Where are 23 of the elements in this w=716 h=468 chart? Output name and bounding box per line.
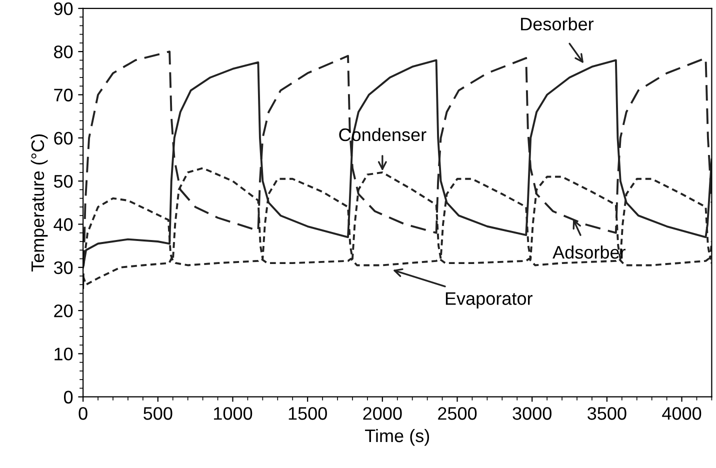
- x-tick-label: 3000: [512, 407, 552, 420]
- y-tick-label: 60: [54, 132, 73, 145]
- y-tick-label: 0: [64, 390, 73, 404]
- y-tick-label: 40: [54, 218, 73, 231]
- x-tick-label: 4000: [662, 407, 702, 420]
- y-tick-label: 20: [54, 304, 73, 318]
- annotation: Desorber: [521, 17, 594, 30]
- x-tick-label: 3500: [588, 407, 626, 420]
- annotation: Evaporator: [446, 292, 532, 309]
- y-tick-label: 90: [54, 2, 73, 16]
- x-tick-label: 1000: [214, 407, 252, 420]
- x-tick-label: 500: [144, 407, 172, 420]
- y-tick-label: 70: [54, 88, 73, 102]
- x-tick-label: 0: [78, 407, 88, 420]
- x-axis-title: Time (s): [365, 428, 430, 446]
- y-axis-title: Temperature (°C): [30, 134, 48, 272]
- y-tick-label: 10: [54, 348, 73, 360]
- y-tick-label: 80: [54, 46, 73, 58]
- x-tick-label: 1500: [288, 407, 327, 420]
- y-tick-label: 30: [54, 261, 73, 274]
- x-tick-label: 2000: [363, 407, 402, 420]
- x-tick-label: 2500: [438, 407, 477, 420]
- y-tick-label: 50: [54, 175, 73, 188]
